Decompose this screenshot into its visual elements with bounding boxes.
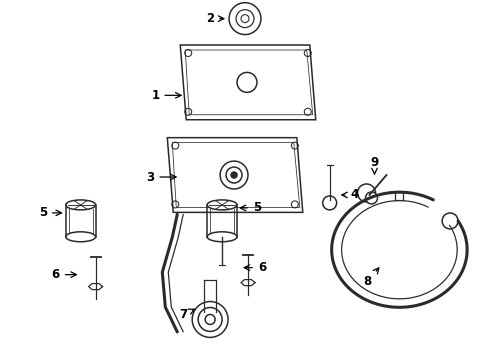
Circle shape bbox=[229, 3, 261, 35]
Ellipse shape bbox=[207, 232, 237, 242]
Text: 9: 9 bbox=[370, 156, 379, 174]
Text: 6: 6 bbox=[51, 268, 76, 281]
Text: 5: 5 bbox=[240, 201, 261, 215]
Text: 7: 7 bbox=[179, 308, 195, 321]
Text: 2: 2 bbox=[206, 12, 224, 25]
Text: 4: 4 bbox=[342, 188, 359, 202]
Text: 3: 3 bbox=[147, 171, 176, 184]
Ellipse shape bbox=[66, 232, 96, 242]
Ellipse shape bbox=[207, 200, 237, 210]
Text: 8: 8 bbox=[364, 268, 379, 288]
Circle shape bbox=[192, 302, 228, 337]
Ellipse shape bbox=[203, 310, 217, 315]
Circle shape bbox=[366, 192, 377, 204]
Circle shape bbox=[205, 315, 215, 324]
Text: 6: 6 bbox=[244, 261, 266, 274]
Circle shape bbox=[231, 172, 237, 178]
Circle shape bbox=[236, 10, 254, 28]
Circle shape bbox=[442, 213, 458, 229]
Circle shape bbox=[323, 196, 337, 210]
Text: 1: 1 bbox=[151, 89, 181, 102]
Circle shape bbox=[358, 184, 375, 202]
Text: 5: 5 bbox=[39, 206, 62, 219]
Ellipse shape bbox=[66, 200, 96, 210]
Circle shape bbox=[198, 307, 222, 332]
Polygon shape bbox=[167, 138, 303, 212]
Polygon shape bbox=[180, 45, 316, 120]
